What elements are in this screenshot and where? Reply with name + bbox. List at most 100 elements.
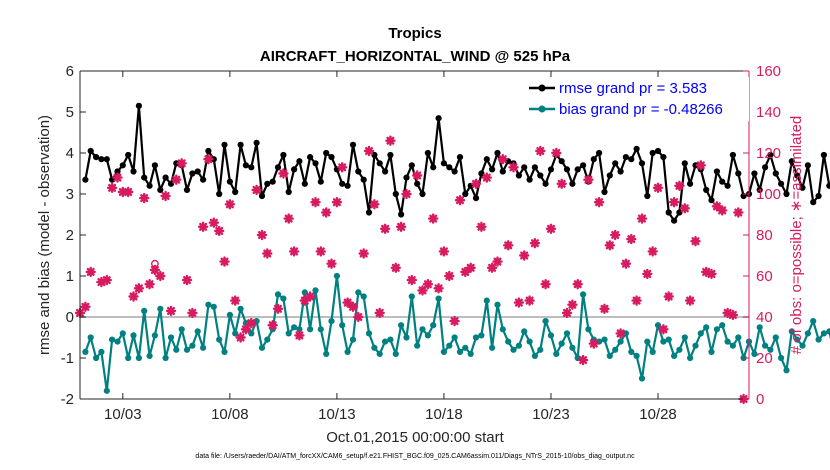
- rmse-point: [157, 186, 164, 193]
- obs-assimilated-core: [736, 210, 741, 215]
- bias-point: [499, 326, 506, 333]
- bias-point: [772, 334, 779, 341]
- rmse-point: [590, 156, 597, 163]
- bias-point: [729, 342, 737, 349]
- obs-assimilated-point: [374, 307, 385, 319]
- obs-assimilated-core: [147, 282, 152, 287]
- bias-point: [483, 297, 490, 304]
- legend-rmse: rmse grand pr = 3.583: [559, 80, 707, 97]
- rmse-point: [151, 162, 158, 169]
- rmse-point: [542, 180, 549, 187]
- bias-point: [521, 328, 528, 335]
- obs-assimilated-core: [291, 249, 297, 254]
- y-right-tick-label: 0: [756, 391, 764, 408]
- obs-assimilated-core: [243, 327, 249, 332]
- bias-point: [109, 336, 116, 343]
- obs-assimilated-point: [326, 258, 337, 269]
- bias-point: [114, 338, 121, 345]
- rmse-point: [119, 162, 126, 169]
- rmse-point: [440, 160, 447, 167]
- rmse-point: [242, 162, 249, 169]
- obs-assimilated-core: [623, 261, 629, 266]
- rmse-point: [280, 151, 287, 159]
- bias-point: [638, 375, 646, 382]
- bias-point: [344, 348, 351, 355]
- rmse-point: [499, 168, 506, 175]
- bias-point: [708, 348, 715, 355]
- obs-assimilated-core: [607, 243, 612, 248]
- bias-point: [804, 330, 812, 337]
- bias-point: [703, 324, 710, 331]
- obs-assimilated-core: [190, 310, 195, 316]
- obs-assimilated-core: [329, 261, 334, 266]
- rmse-point: [317, 178, 324, 185]
- obs-assimilated-point: [658, 324, 669, 335]
- obs-assimilated-point: [165, 305, 177, 317]
- obs-assimilated-core: [666, 294, 671, 299]
- rmse-point: [612, 160, 619, 167]
- obs-assimilated-point: [412, 170, 423, 181]
- obs-assimilated-point: [717, 205, 728, 216]
- obs-assimilated-point: [101, 274, 113, 286]
- obs-assimilated-core: [634, 298, 639, 303]
- obs-assimilated-core: [297, 333, 302, 338]
- obs-assimilated-core: [415, 173, 420, 178]
- obs-assimilated-core: [655, 185, 661, 190]
- bias-point: [119, 330, 126, 337]
- obs-assimilated-core: [179, 161, 184, 166]
- rmse-point: [98, 156, 105, 163]
- bias-point: [724, 338, 731, 345]
- bias-point: [103, 387, 110, 394]
- obs-assimilated-point: [663, 291, 674, 302]
- bias-point: [713, 326, 721, 333]
- rmse-point: [703, 186, 710, 193]
- obs-assimilated-core: [217, 228, 222, 234]
- rmse-point: [87, 147, 94, 155]
- rmse-point: [472, 195, 480, 202]
- bias-point: [692, 342, 699, 349]
- rmse-point: [382, 168, 389, 175]
- obs-assimilated-core: [527, 298, 532, 303]
- bias-point: [307, 326, 314, 333]
- obs-assimilated-point: [267, 320, 278, 331]
- obs-assimilated-point: [229, 295, 241, 306]
- bias-point: [82, 348, 89, 355]
- rmse-point: [783, 190, 790, 198]
- obs-assimilated-core: [104, 277, 109, 283]
- bias-point: [799, 342, 806, 349]
- bias-point: [778, 354, 785, 362]
- obs-assimilated-core: [109, 185, 115, 190]
- rmse-point: [446, 164, 453, 171]
- rmse-point: [601, 188, 608, 196]
- bias-point: [296, 326, 303, 333]
- obs-assimilated-point: [208, 217, 220, 228]
- rmse-point: [237, 141, 244, 148]
- bias-point: [205, 301, 212, 308]
- obs-assimilated-core: [136, 286, 142, 291]
- obs-assimilated-core: [441, 249, 447, 254]
- y-axis-label-right: # of obs: o=possible; ∗=assimilated: [788, 116, 805, 355]
- rmse-point: [349, 141, 357, 148]
- obs-assimilated-core: [698, 163, 703, 168]
- obs-assimilated-core: [307, 294, 313, 299]
- bias-point: [815, 336, 822, 343]
- y-right-tick-label: 60: [756, 268, 773, 285]
- obs-assimilated-point: [246, 317, 257, 329]
- obs-assimilated-point: [224, 199, 236, 210]
- bias-point: [146, 352, 153, 359]
- obs-assimilated-point: [353, 311, 364, 323]
- obs-assimilated-core: [200, 224, 206, 229]
- bias-point: [135, 354, 142, 362]
- bias-series: [82, 272, 830, 394]
- rmse-point: [633, 145, 640, 152]
- obs-assimilated-point: [133, 283, 145, 294]
- bias-point: [355, 289, 362, 296]
- rmse-point: [767, 151, 774, 159]
- obs-assimilated-point: [197, 221, 209, 233]
- obs-assimilated-core: [468, 265, 473, 270]
- bias-point: [472, 334, 480, 341]
- rmse-point: [103, 156, 110, 163]
- rmse-point: [162, 174, 169, 181]
- x-tick-label: 10/23: [532, 406, 570, 423]
- rmse-point: [269, 178, 276, 185]
